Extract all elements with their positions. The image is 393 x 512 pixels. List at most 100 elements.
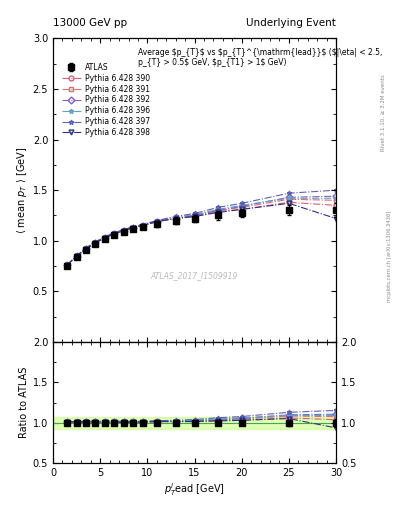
Pythia 6.428 396 — [65, 262, 70, 268]
Pythia 6.428 397 — [173, 214, 178, 220]
Pythia 6.428 392 — [84, 246, 88, 252]
Pythia 6.428 391 — [173, 216, 178, 222]
Pythia 6.428 396 — [239, 202, 244, 208]
Pythia 6.428 391 — [74, 253, 79, 259]
Pythia 6.428 390 — [173, 216, 178, 222]
Y-axis label: Ratio to ATLAS: Ratio to ATLAS — [18, 367, 29, 438]
Pythia 6.428 392 — [65, 262, 70, 268]
Pythia 6.428 390 — [74, 253, 79, 259]
Text: mcplots.cern.ch [arXiv:1306.3436]: mcplots.cern.ch [arXiv:1306.3436] — [387, 210, 392, 302]
Pythia 6.428 391 — [112, 230, 117, 237]
Pythia 6.428 390 — [140, 223, 145, 229]
Pythia 6.428 390 — [121, 227, 126, 233]
Legend: ATLAS, Pythia 6.428 390, Pythia 6.428 391, Pythia 6.428 392, Pythia 6.428 396, P: ATLAS, Pythia 6.428 390, Pythia 6.428 39… — [59, 59, 153, 140]
Pythia 6.428 398 — [84, 246, 88, 252]
Pythia 6.428 390 — [192, 214, 197, 220]
Pythia 6.428 397 — [192, 210, 197, 217]
Pythia 6.428 398 — [173, 216, 178, 222]
Line: Pythia 6.428 392: Pythia 6.428 392 — [65, 194, 338, 267]
Line: Pythia 6.428 391: Pythia 6.428 391 — [65, 197, 338, 267]
Pythia 6.428 397 — [112, 229, 117, 236]
Pythia 6.428 391 — [140, 223, 145, 229]
Text: ATLAS_2017_I1509919: ATLAS_2017_I1509919 — [151, 271, 238, 280]
X-axis label: $p_{T}^{l}$ead [GeV]: $p_{T}^{l}$ead [GeV] — [164, 481, 225, 498]
Pythia 6.428 391 — [93, 240, 98, 246]
Pythia 6.428 398 — [239, 206, 244, 212]
Pythia 6.428 392 — [334, 193, 338, 199]
Text: 13000 GeV pp: 13000 GeV pp — [53, 18, 127, 28]
Pythia 6.428 390 — [286, 199, 291, 205]
Pythia 6.428 398 — [216, 209, 220, 216]
Pythia 6.428 390 — [84, 246, 88, 252]
Pythia 6.428 396 — [216, 206, 220, 212]
Pythia 6.428 390 — [334, 202, 338, 208]
Pythia 6.428 390 — [93, 240, 98, 246]
Pythia 6.428 392 — [192, 212, 197, 219]
Pythia 6.428 396 — [131, 224, 136, 230]
Pythia 6.428 396 — [103, 233, 107, 240]
Pythia 6.428 391 — [84, 246, 88, 252]
Text: Average $p_{T}$ vs $p_{T}^{\mathrm{lead}}$ ($|\eta| < 2.5, p_{T} > 0.5$ GeV, $p_: Average $p_{T}$ vs $p_{T}^{\mathrm{lead}… — [138, 48, 382, 67]
Pythia 6.428 391 — [121, 227, 126, 233]
Pythia 6.428 397 — [103, 233, 107, 240]
Pythia 6.428 398 — [286, 200, 291, 206]
Pythia 6.428 398 — [140, 223, 145, 229]
Pythia 6.428 392 — [140, 223, 145, 229]
Pythia 6.428 390 — [112, 230, 117, 237]
Pythia 6.428 390 — [65, 262, 70, 268]
Pythia 6.428 396 — [74, 253, 79, 259]
Pythia 6.428 396 — [140, 222, 145, 228]
Text: Underlying Event: Underlying Event — [246, 18, 336, 28]
Pythia 6.428 392 — [112, 230, 117, 237]
Pythia 6.428 391 — [286, 196, 291, 202]
Pythia 6.428 391 — [154, 219, 159, 225]
Text: Rivet 3.1.10, ≥ 3.2M events: Rivet 3.1.10, ≥ 3.2M events — [381, 74, 386, 151]
Pythia 6.428 397 — [84, 245, 88, 251]
Pythia 6.428 396 — [121, 226, 126, 232]
Pythia 6.428 396 — [173, 215, 178, 221]
Line: Pythia 6.428 397: Pythia 6.428 397 — [65, 188, 338, 267]
Pythia 6.428 397 — [239, 200, 244, 206]
Pythia 6.428 396 — [84, 245, 88, 251]
Pythia 6.428 397 — [74, 253, 79, 259]
Pythia 6.428 391 — [216, 207, 220, 214]
Pythia 6.428 392 — [239, 203, 244, 209]
Pythia 6.428 398 — [93, 240, 98, 246]
Pythia 6.428 398 — [103, 234, 107, 241]
Pythia 6.428 396 — [154, 218, 159, 224]
Pythia 6.428 392 — [103, 234, 107, 241]
Pythia 6.428 391 — [103, 234, 107, 241]
Pythia 6.428 398 — [192, 214, 197, 220]
Pythia 6.428 397 — [121, 226, 126, 232]
Line: Pythia 6.428 398: Pythia 6.428 398 — [65, 201, 338, 267]
Pythia 6.428 392 — [121, 227, 126, 233]
Pythia 6.428 392 — [216, 207, 220, 214]
Pythia 6.428 398 — [74, 253, 79, 259]
Pythia 6.428 390 — [239, 206, 244, 212]
Pythia 6.428 398 — [65, 262, 70, 268]
Pythia 6.428 391 — [131, 225, 136, 231]
Pythia 6.428 391 — [334, 197, 338, 203]
Pythia 6.428 392 — [74, 253, 79, 259]
Line: Pythia 6.428 390: Pythia 6.428 390 — [65, 200, 338, 267]
Pythia 6.428 398 — [121, 227, 126, 233]
Pythia 6.428 397 — [334, 187, 338, 193]
Pythia 6.428 398 — [154, 219, 159, 225]
Pythia 6.428 396 — [93, 239, 98, 245]
Pythia 6.428 396 — [334, 195, 338, 201]
Pythia 6.428 398 — [112, 230, 117, 237]
Pythia 6.428 396 — [286, 195, 291, 201]
Pythia 6.428 396 — [112, 229, 117, 236]
Pythia 6.428 392 — [286, 194, 291, 200]
Pythia 6.428 391 — [192, 212, 197, 219]
Pythia 6.428 397 — [286, 190, 291, 196]
Pythia 6.428 397 — [154, 218, 159, 224]
Pythia 6.428 392 — [93, 240, 98, 246]
Pythia 6.428 397 — [131, 224, 136, 230]
Pythia 6.428 392 — [173, 216, 178, 222]
Pythia 6.428 392 — [131, 225, 136, 231]
Pythia 6.428 397 — [93, 239, 98, 245]
Pythia 6.428 397 — [65, 262, 70, 268]
Pythia 6.428 390 — [216, 208, 220, 215]
Pythia 6.428 398 — [131, 225, 136, 231]
